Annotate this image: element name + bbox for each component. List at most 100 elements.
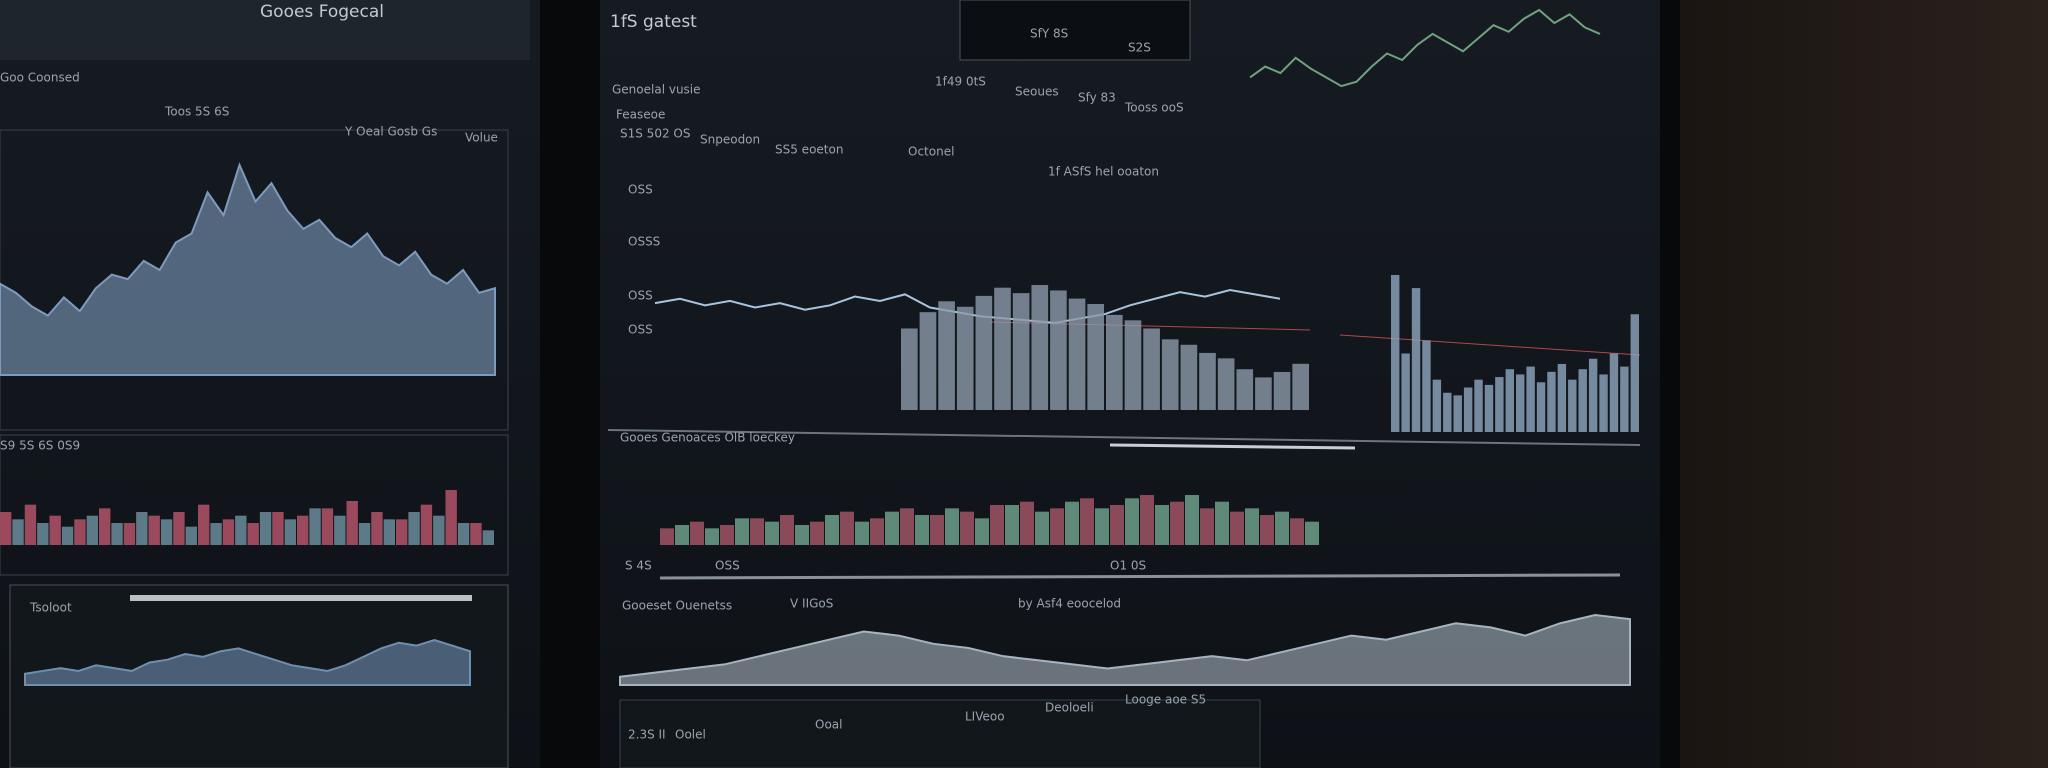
bar [222, 519, 235, 545]
divider [1109, 443, 1356, 450]
bar [1170, 501, 1184, 545]
title: 1fS gatest [610, 12, 697, 32]
bar [1245, 508, 1259, 545]
label: S9 5S 6S 0S9 [0, 439, 80, 453]
bar [235, 515, 247, 545]
divider [659, 573, 1621, 580]
bar [885, 511, 899, 545]
header-item: 1f49 0tS [935, 75, 986, 89]
bar [185, 526, 197, 545]
bar [408, 512, 420, 545]
subheader: Feaseoe [616, 108, 665, 122]
left-title-bar [0, 0, 530, 60]
footer-panel [619, 699, 1261, 768]
bar [1161, 339, 1179, 410]
bar [1080, 498, 1094, 545]
bar [1292, 363, 1309, 410]
bar [173, 512, 185, 545]
line [1249, 8, 1601, 88]
bar [37, 523, 49, 545]
bar [148, 515, 160, 545]
bar [1050, 290, 1067, 410]
threshold-line [1339, 334, 1641, 356]
bar [1143, 328, 1160, 410]
bar [660, 528, 674, 545]
header: Genoelal vusie [612, 83, 701, 97]
bar [321, 508, 334, 545]
bar [675, 525, 689, 545]
bar [1290, 518, 1304, 545]
bar [334, 515, 346, 545]
bar [1199, 352, 1216, 410]
bar [1432, 379, 1442, 432]
bar [1578, 369, 1587, 432]
bar [1516, 374, 1525, 432]
bar [1411, 288, 1421, 432]
bar [1031, 285, 1049, 410]
bar [1273, 371, 1291, 410]
bar [1599, 374, 1608, 432]
wall [1680, 0, 2048, 768]
bar [975, 295, 993, 410]
bar [994, 287, 1011, 410]
bar [1035, 511, 1049, 545]
bar [901, 328, 918, 410]
bar [919, 312, 937, 410]
bar [855, 521, 869, 545]
bar [111, 523, 123, 545]
bar [12, 519, 24, 545]
bar [123, 523, 136, 545]
bar [1095, 508, 1109, 545]
bar [1453, 395, 1462, 432]
y-label: OSS [628, 289, 653, 303]
header-item: Sfy 83 [1078, 91, 1116, 105]
bar [284, 519, 296, 545]
bar [1401, 353, 1410, 432]
bar [1260, 515, 1274, 545]
bar [900, 508, 914, 545]
bar [1200, 508, 1214, 545]
header: Gooeset Ouenetss [622, 599, 732, 613]
footer-item: Ooal [815, 718, 842, 732]
bar [915, 515, 929, 545]
bar [445, 490, 457, 545]
inset-value: S2S [1128, 41, 1151, 55]
bar [61, 526, 74, 545]
header-item: Seoues [1015, 85, 1059, 99]
bar [1305, 521, 1319, 545]
bar [1230, 511, 1244, 545]
bar [1087, 304, 1104, 410]
bar [1065, 501, 1079, 545]
bar [1536, 382, 1546, 432]
label: OSS [715, 559, 740, 573]
bar [433, 515, 445, 545]
bar [1474, 379, 1483, 432]
bar [346, 501, 358, 545]
legend-item: Snpeodon [700, 133, 760, 147]
bar [1609, 353, 1619, 432]
bar [956, 306, 974, 410]
bar [930, 515, 944, 545]
bar [825, 515, 839, 545]
bar [136, 512, 148, 545]
label: V IIGoS [790, 597, 833, 611]
bar [1155, 505, 1169, 545]
bar [1217, 358, 1235, 410]
bar [1020, 501, 1034, 545]
chart-label: Octonel [908, 145, 954, 159]
bar [1140, 495, 1154, 545]
bar [938, 301, 955, 410]
bar [371, 512, 383, 545]
bar [1568, 379, 1577, 432]
progress-bar [130, 595, 472, 601]
bar [74, 519, 86, 545]
legend-item: SS5 eoeton [775, 143, 843, 157]
bar [1180, 344, 1198, 410]
bar [1255, 377, 1272, 410]
bar [1630, 314, 1639, 432]
bar [765, 521, 779, 545]
bar [49, 515, 61, 545]
bar [1012, 293, 1030, 410]
bar [1620, 366, 1629, 432]
